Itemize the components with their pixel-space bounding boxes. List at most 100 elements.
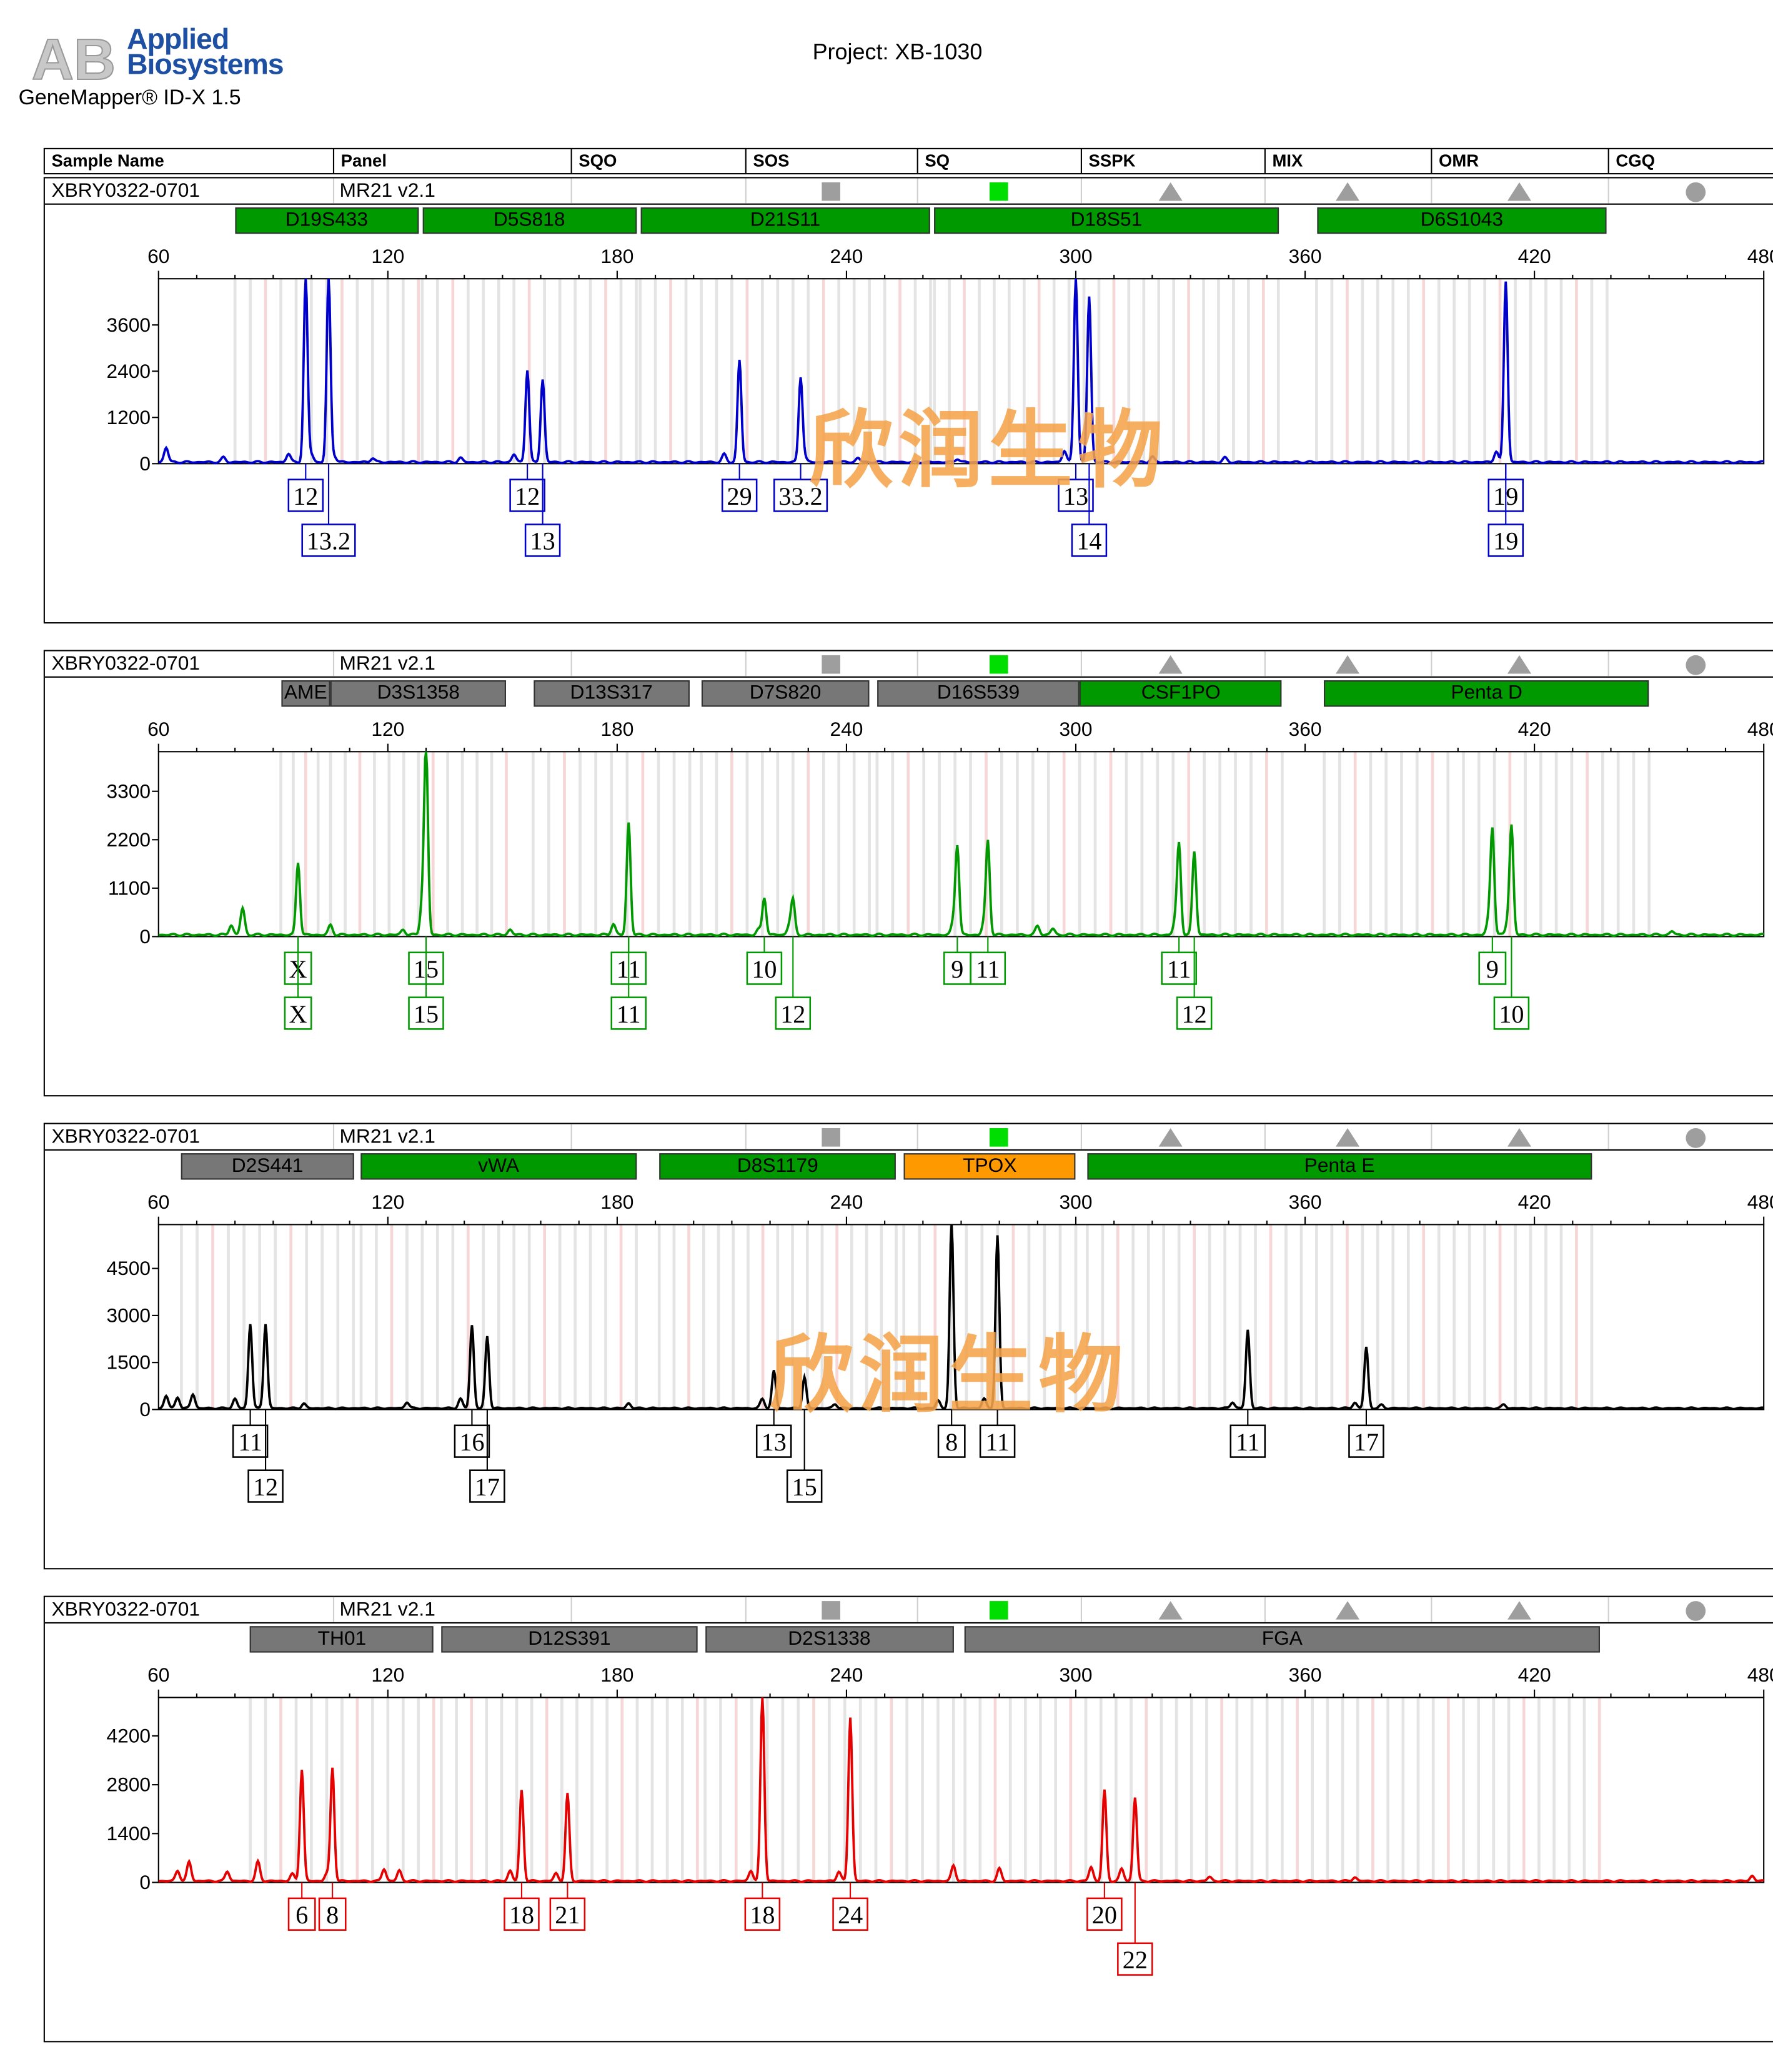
allele-label[interactable]: 12 [775,936,812,1030]
locus-bin[interactable]: Penta D [1324,680,1649,707]
y-tick-label: 1200 [107,406,151,429]
allele-text: 12 [780,1000,805,1028]
locus-bin[interactable]: D5S818 [422,207,637,234]
locus-bin[interactable]: D2S441 [181,1153,354,1180]
allele-label[interactable]: 11 [1229,1409,1266,1458]
allele-text: 11 [1167,955,1191,983]
allele-label[interactable]: 22 [1117,1882,1153,1976]
allele-box [1478,951,1507,985]
allele-label[interactable]: 10 [746,936,783,985]
allele-label[interactable]: 9 [943,936,971,985]
locus-bin[interactable]: D6S1043 [1316,207,1607,234]
cell-divider [570,651,572,677]
allele-label[interactable]: 11 [979,1409,1016,1458]
col-sspk: SSPK [1080,149,1135,174]
locus-bin[interactable]: TPOX [903,1153,1076,1180]
cell-divider [1264,178,1266,204]
locus-bin[interactable]: D12S391 [441,1626,698,1653]
locus-bin[interactable]: TH01 [250,1626,434,1653]
allele-text: 8 [945,1428,958,1456]
x-tick-label: 240 [830,1191,863,1213]
cell-divider [1431,178,1433,204]
allele-label[interactable]: 11 [232,1409,269,1458]
allele-label[interactable]: 8 [318,1882,347,1931]
trace-line [158,1224,1764,1410]
allele-label[interactable]: 10 [1493,936,1530,1030]
allele-label[interactable]: 13 [755,1409,792,1458]
allele-label[interactable]: 6 [287,1882,316,1931]
allele-label[interactable]: 12 [509,463,545,512]
allele-text: 21 [555,1901,580,1929]
allele-text: 33.2 [778,482,822,510]
locus-bin[interactable]: FGA [965,1626,1600,1653]
allele-label[interactable]: 11 [970,936,1006,985]
x-tick-label: 480 [1747,718,1773,740]
mix-flag-triangle [1336,182,1360,201]
allele-box [746,951,783,985]
allele-label[interactable]: 19 [1487,463,1524,557]
allele-label[interactable]: 15 [408,936,444,1030]
allele-label[interactable]: 13 [1058,463,1094,512]
allele-label[interactable]: 14 [1071,463,1108,557]
allele-label[interactable]: 21 [549,1882,586,1931]
allele-label[interactable]: 17 [1348,1409,1384,1458]
allele-label[interactable]: 13 [524,463,561,557]
allele-label[interactable]: 11 [1161,936,1197,985]
locus-bin[interactable]: D2S1338 [705,1626,954,1653]
allele-box [524,523,561,557]
allele-label[interactable]: 24 [832,1882,868,1931]
allele-label[interactable]: 11 [610,936,647,1030]
col-mix: MIX [1264,149,1303,174]
locus-bin[interactable]: D16S539 [877,680,1080,707]
locus-bin[interactable]: D13S317 [533,680,690,707]
allele-label[interactable]: 17 [469,1409,505,1503]
locus-bin[interactable]: Penta E [1087,1153,1592,1180]
locus-bin[interactable]: CSF1PO [1080,680,1283,707]
allele-label[interactable]: 29 [721,463,758,512]
allele-box [549,1897,586,1931]
electropherogram-blue: 60 120 180 240 300 360 420 480 0 1200 2400 3600 12 13… [107,245,1773,557]
panel-name: MR21 v2.1 [339,652,435,675]
sos-flag-square [822,1601,840,1620]
locus-bin[interactable]: D18S51 [934,207,1279,234]
locus-bin[interactable]: D3S1358 [330,680,507,707]
allele-label[interactable]: 33.2 [773,463,828,512]
locus-bin[interactable]: D7S820 [701,680,870,707]
sspk-flag-triangle [1158,1128,1183,1147]
locus-bin[interactable]: D8S1179 [659,1153,896,1180]
x-tick-label: 420 [1518,245,1551,267]
allele-label[interactable]: 15 [786,1409,823,1503]
allele-label[interactable]: 20 [1086,1882,1123,1931]
sample-info-row[interactable]: XBRY0322-0701 MR21 v2.1 [44,178,1773,205]
allele-text: 11 [976,955,1000,983]
allele-label[interactable]: 8 [937,1409,966,1458]
sample-name: XBRY0322-0701 [51,1598,200,1621]
omr-flag-triangle [1507,1128,1531,1147]
locus-bin[interactable]: D21S11 [640,207,931,234]
allele-text: 16 [459,1428,484,1456]
sample-info-row[interactable]: XBRY0322-0701 MR21 v2.1 [44,1124,1773,1151]
y-tick-label: 2800 [107,1773,151,1796]
allele-text: 24 [838,1901,863,1929]
allele-label[interactable]: 12 [247,1409,284,1503]
sample-info-row[interactable]: XBRY0322-0701 MR21 v2.1 [44,651,1773,678]
cell-divider [1080,651,1082,677]
allele-text: 13 [1063,482,1088,510]
allele-label[interactable]: 12 [1176,936,1213,1030]
locus-bin[interactable]: AME [281,680,331,707]
allele-label[interactable]: X [284,936,312,1030]
allele-label[interactable]: 12 [287,463,324,512]
cell-divider [1264,1597,1266,1622]
allele-label[interactable]: 18 [744,1882,781,1931]
cgq-flag-circle [1686,655,1706,675]
allele-label[interactable]: 9 [1478,936,1507,985]
locus-bin[interactable]: D19S433 [235,207,419,234]
allele-label[interactable]: 16 [454,1409,490,1458]
allele-label[interactable]: 18 [504,1882,540,1931]
sample-info-row[interactable]: XBRY0322-0701 MR21 v2.1 [44,1597,1773,1624]
cell-divider [1431,1597,1433,1622]
y-tick-label: 4200 [107,1724,151,1747]
locus-bin[interactable]: vWA [360,1153,637,1180]
allele-label[interactable]: 13.2 [301,463,356,557]
allele-box [773,478,828,512]
